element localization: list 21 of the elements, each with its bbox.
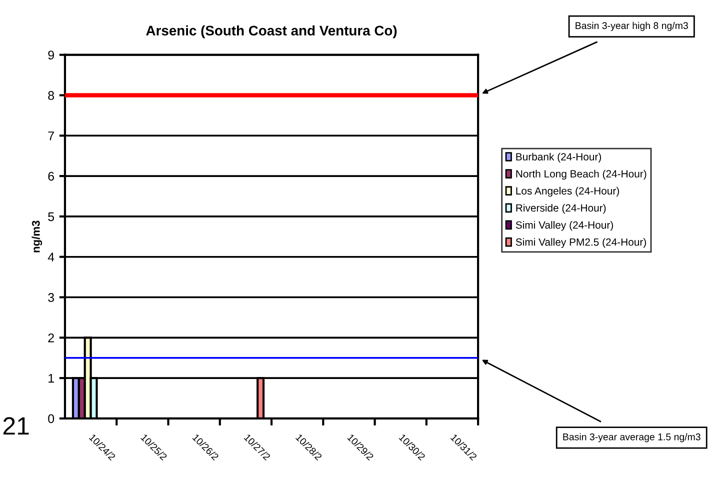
y-tick-label: 1 <box>48 374 54 383</box>
y-tick-label: 3 <box>48 293 54 302</box>
y-axis-title: ng/m3 <box>32 220 42 252</box>
y-tick-label: 4 <box>48 252 54 262</box>
chart-title: Arsenic (South Coast and Ventura Co) <box>146 25 397 38</box>
y-tick-label: 9 <box>48 50 54 60</box>
y-tick-label: 5 <box>48 212 54 222</box>
y-tick-label: 6 <box>48 172 54 181</box>
ref-line-label: Basin 3-year average 1.5 ng/m3 <box>563 433 700 442</box>
y-tick-label: 0 <box>48 414 54 424</box>
y-tick-label: 2 <box>48 333 54 342</box>
legend-label: North Long Beach (24-Hour) <box>516 170 646 180</box>
legend-label: Burbank (24-Hour) <box>516 152 602 163</box>
legend-label: Simi Valley (24-Hour) <box>516 221 613 231</box>
legend-label: Los Angeles (24-Hour) <box>516 186 619 197</box>
legend-label: Simi Valley PM2.5 (24-Hour) <box>516 238 646 248</box>
legend-label: Riverside (24-Hour) <box>516 204 606 214</box>
ref-line-label: Basin 3-year high 8 ng/m3 <box>576 22 688 31</box>
y-tick-label: 8 <box>48 91 54 100</box>
y-tick-label: 7 <box>48 132 54 140</box>
text: 21 <box>3 417 29 435</box>
